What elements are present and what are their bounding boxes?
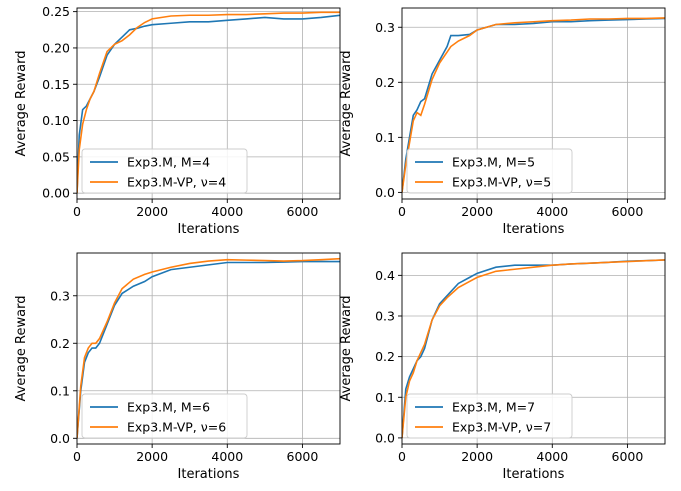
x-tick-label: 6000 (287, 449, 319, 464)
y-tick-label: 0.4 (375, 268, 395, 283)
y-tick-label: 0.0 (375, 430, 395, 445)
legend: Exp3.M, M=4 Exp3.M-VP, ν=4 (81, 148, 248, 194)
legend-label: Exp3.M, M=5 (452, 155, 535, 170)
y-tick-label: 0.3 (375, 20, 395, 35)
x-tick-label: 4000 (536, 204, 568, 219)
legend-label: Exp3.M-VP, ν=5 (452, 175, 551, 190)
subplot-4: 0 2000 4000 6000 0.0 0.1 0.2 0.3 0.4 Iterations Av… (339, 252, 666, 482)
legend: Exp3.M, M=7 Exp3.M-VP, ν=7 (406, 393, 573, 439)
y-axis-label: Average Reward (14, 296, 29, 402)
axes-frame (76, 7, 341, 200)
y-tick-label: 0.3 (50, 288, 70, 303)
series-line-2 (402, 17, 665, 193)
axes-frame (401, 252, 666, 445)
legend-label: Exp3.M-VP, ν=6 (127, 420, 226, 435)
y-tick-label: 0.1 (375, 130, 395, 145)
series-line-2 (402, 259, 665, 438)
axes-frame (76, 252, 341, 445)
legend: Exp3.M, M=6 Exp3.M-VP, ν=6 (81, 393, 248, 439)
legend-label: Exp3.M, M=6 (127, 400, 210, 415)
subplot-2: 0 2000 4000 6000 0.0 0.1 0.2 0.3 Iterations Avera… (339, 7, 666, 237)
series-line-1 (402, 17, 665, 193)
legend-box (81, 148, 248, 194)
y-axis-label: Average Reward (14, 51, 29, 157)
x-tick-label: 6000 (612, 204, 644, 219)
x-tick-label: 2000 (136, 449, 168, 464)
y-tick-label: 0.0 (375, 185, 395, 200)
y-tick-label: 0.15 (42, 77, 70, 92)
y-tick-label: 0.1 (50, 383, 70, 398)
x-axis-label: Iterations (178, 222, 240, 237)
x-tick-label: 4000 (211, 204, 243, 219)
subplot-3: 0 2000 4000 6000 0.0 0.1 0.2 0.3 Iterations Avera… (14, 252, 341, 482)
y-axis-label: Average Reward (339, 296, 354, 402)
x-axis-label: Iterations (503, 467, 565, 482)
legend-label: Exp3.M-VP, ν=7 (452, 420, 551, 435)
legend-box (81, 393, 248, 439)
legend: Exp3.M, M=5 Exp3.M-VP, ν=5 (406, 148, 573, 194)
legend-box (406, 393, 573, 439)
x-tick-label: 6000 (612, 449, 644, 464)
legend-box (406, 148, 573, 194)
y-tick-label: 0.10 (42, 113, 70, 128)
y-tick-label: 0.3 (375, 308, 395, 323)
x-tick-label: 4000 (536, 449, 568, 464)
y-tick-label: 0.2 (375, 349, 395, 364)
legend-label: Exp3.M, M=7 (452, 400, 535, 415)
y-axis-label: Average Reward (339, 51, 354, 157)
x-tick-label: 2000 (461, 204, 493, 219)
legend-label: Exp3.M, M=4 (127, 155, 210, 170)
series-line-2 (77, 11, 340, 194)
x-tick-label: 2000 (461, 449, 493, 464)
x-axis-label: Iterations (178, 467, 240, 482)
y-tick-label: 0.2 (375, 75, 395, 90)
series-line-2 (77, 257, 340, 439)
x-tick-label: 0 (398, 449, 406, 464)
subplot-1: 0 2000 4000 6000 0.00 0.05 0.10 0.15 0.20 0.25 Ite… (14, 4, 341, 237)
legend-label: Exp3.M-VP, ν=4 (127, 175, 226, 190)
x-tick-label: 4000 (211, 449, 243, 464)
y-tick-label: 0.20 (42, 40, 70, 55)
y-tick-label: 0.25 (42, 4, 70, 19)
y-tick-label: 0.0 (50, 431, 70, 446)
series-line-1 (77, 260, 340, 439)
axes-frame (401, 7, 666, 200)
x-tick-label: 0 (73, 449, 81, 464)
y-tick-label: 0.05 (42, 149, 70, 164)
x-axis-label: Iterations (503, 222, 565, 237)
y-tick-label: 0.1 (375, 390, 395, 405)
x-tick-label: 2000 (136, 204, 168, 219)
x-tick-label: 6000 (287, 204, 319, 219)
y-tick-label: 0.00 (42, 186, 70, 201)
y-tick-label: 0.2 (50, 336, 70, 351)
x-tick-label: 0 (398, 204, 406, 219)
x-tick-label: 0 (73, 204, 81, 219)
